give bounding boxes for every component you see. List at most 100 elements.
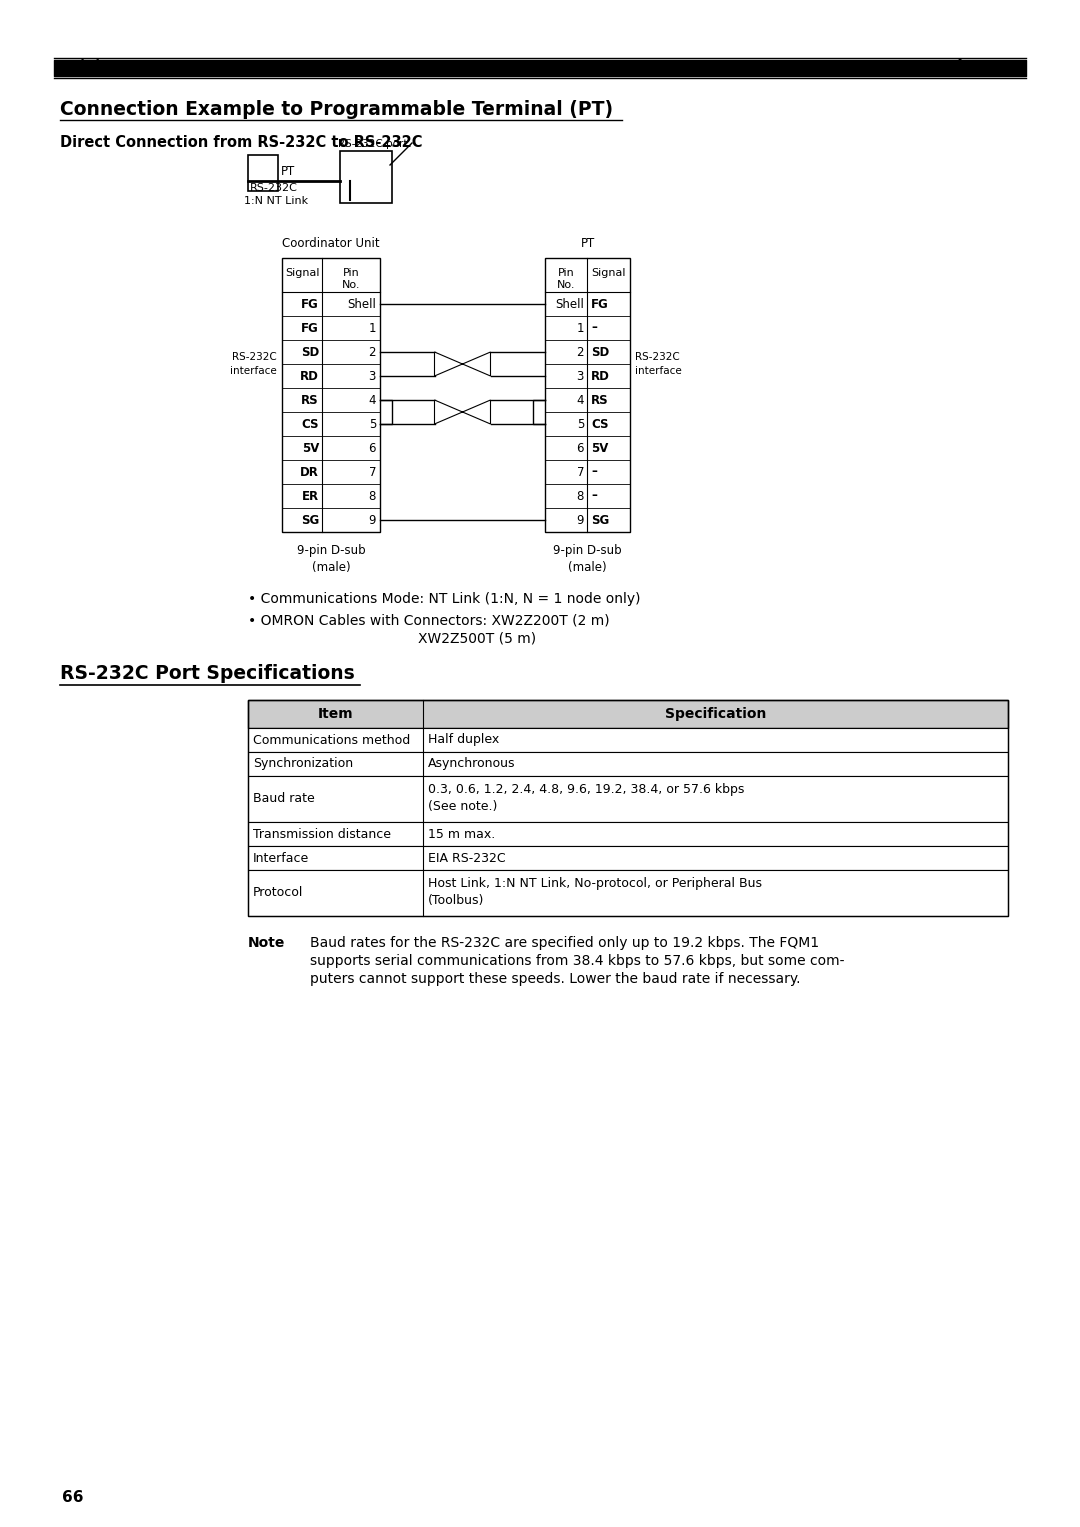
Bar <box>282 258 380 531</box>
Bar <box>248 751 1008 776</box>
Text: EIA RS-232C: EIA RS-232C <box>428 852 505 864</box>
Text: FG: FG <box>591 298 609 310</box>
Text: 9-pin D-sub: 9-pin D-sub <box>553 544 622 557</box>
Text: RD: RD <box>300 370 319 382</box>
Text: Specification: Specification <box>665 707 766 721</box>
Text: Half duplex: Half duplex <box>428 733 499 747</box>
Text: 7: 7 <box>368 466 376 478</box>
Text: Direct Connection from RS-232C to RS-232C: Direct Connection from RS-232C to RS-232… <box>60 134 422 150</box>
Text: 8: 8 <box>368 490 376 502</box>
Text: 5: 5 <box>577 417 584 431</box>
Text: –: – <box>591 466 597 478</box>
Bar <box>248 776 1008 822</box>
Text: 9: 9 <box>368 513 376 527</box>
Text: Shell: Shell <box>555 298 584 310</box>
Text: RS-232C: RS-232C <box>249 183 298 192</box>
Text: (male): (male) <box>312 560 350 574</box>
Text: puters cannot support these speeds. Lower the baud rate if necessary.: puters cannot support these speeds. Lowe… <box>310 973 800 986</box>
Text: supports serial communications from 38.4 kbps to 57.6 kbps, but some com-: supports serial communications from 38.4… <box>310 954 845 968</box>
Text: Coordinator Unit: Coordinator Unit <box>282 237 380 250</box>
Text: –: – <box>591 322 597 334</box>
Text: Connection Example to Programmable Terminal (PT): Connection Example to Programmable Termi… <box>60 99 613 119</box>
Text: FG: FG <box>301 322 319 334</box>
Text: 2: 2 <box>368 345 376 359</box>
Bar <box>340 151 392 203</box>
Text: PT: PT <box>281 165 295 179</box>
Text: interface: interface <box>635 366 681 376</box>
Text: Item: Item <box>318 707 353 721</box>
Text: 3: 3 <box>368 370 376 382</box>
Text: Synchronization: Synchronization <box>253 757 353 771</box>
Bar <box>248 870 1008 916</box>
Text: Pin: Pin <box>557 269 575 278</box>
Text: Transmission distance: Transmission distance <box>253 828 391 840</box>
Text: Pin: Pin <box>342 269 360 278</box>
Text: Baud rates for the RS-232C are specified only up to 19.2 kbps. The FQM1: Baud rates for the RS-232C are specified… <box>310 936 819 950</box>
Text: Baud rate: Baud rate <box>253 793 314 806</box>
Bar <box>248 699 1008 728</box>
Bar <box>248 156 278 191</box>
Bar <box>248 846 1008 870</box>
Text: No.: No. <box>341 279 361 290</box>
Text: SD: SD <box>591 345 609 359</box>
Text: Wiring: Wiring <box>60 60 123 76</box>
Text: Signal: Signal <box>285 269 320 278</box>
Text: Asynchronous: Asynchronous <box>428 757 515 771</box>
Polygon shape <box>434 353 490 376</box>
Text: 5V: 5V <box>591 441 608 455</box>
Text: DR: DR <box>300 466 319 478</box>
Polygon shape <box>434 400 490 425</box>
Text: SG: SG <box>591 513 609 527</box>
Text: 0.3, 0.6, 1.2, 2.4, 4.8, 9.6, 19.2, 38.4, or 57.6 kbps: 0.3, 0.6, 1.2, 2.4, 4.8, 9.6, 19.2, 38.4… <box>428 783 744 796</box>
Text: CS: CS <box>591 417 608 431</box>
Text: (male): (male) <box>568 560 607 574</box>
Text: RS-232C: RS-232C <box>635 353 679 362</box>
Text: –: – <box>591 490 597 502</box>
Text: Note: Note <box>248 936 285 950</box>
Text: 1: 1 <box>368 322 376 334</box>
Text: Signal: Signal <box>591 269 625 278</box>
Text: Interface: Interface <box>253 852 309 864</box>
Text: SD: SD <box>300 345 319 359</box>
Text: 6: 6 <box>577 441 584 455</box>
Text: (See note.): (See note.) <box>428 800 498 812</box>
Text: RS-232C: RS-232C <box>232 353 276 362</box>
Text: 7: 7 <box>577 466 584 478</box>
Text: Protocol: Protocol <box>253 887 303 899</box>
Text: ER: ER <box>302 490 319 502</box>
Text: 66: 66 <box>62 1490 83 1506</box>
Text: • OMRON Cables with Connectors: XW2Z200T (2 m): • OMRON Cables with Connectors: XW2Z200T… <box>248 614 609 628</box>
Text: Shell: Shell <box>347 298 376 310</box>
Text: SG: SG <box>300 513 319 527</box>
Bar <box>248 822 1008 846</box>
Text: RS-232C port: RS-232C port <box>338 139 407 150</box>
Text: interface: interface <box>230 366 276 376</box>
Text: FG: FG <box>301 298 319 310</box>
Text: PT: PT <box>580 237 595 250</box>
Text: 1:N NT Link: 1:N NT Link <box>244 195 308 206</box>
Bar <box>545 258 630 531</box>
Text: 3: 3 <box>577 370 584 382</box>
Text: • Communications Mode: NT Link (1:N, N = 1 node only): • Communications Mode: NT Link (1:N, N =… <box>248 592 640 606</box>
Text: Communications method: Communications method <box>253 733 410 747</box>
Text: 15 m max.: 15 m max. <box>428 828 496 840</box>
Text: 5V: 5V <box>301 441 319 455</box>
Text: Host Link, 1:N NT Link, No-protocol, or Peripheral Bus: Host Link, 1:N NT Link, No-protocol, or … <box>428 876 762 890</box>
Text: 6: 6 <box>368 441 376 455</box>
Text: RS: RS <box>591 394 609 406</box>
Text: 4: 4 <box>577 394 584 406</box>
Text: XW2Z500T (5 m): XW2Z500T (5 m) <box>418 632 536 646</box>
Text: CS: CS <box>301 417 319 431</box>
Text: 4: 4 <box>368 394 376 406</box>
Text: 8: 8 <box>577 490 584 502</box>
Bar <box>248 699 1008 916</box>
Text: 1: 1 <box>577 322 584 334</box>
Text: RD: RD <box>591 370 610 382</box>
Text: No.: No. <box>557 279 576 290</box>
Text: RS: RS <box>301 394 319 406</box>
Text: 2: 2 <box>577 345 584 359</box>
Text: 9-pin D-sub: 9-pin D-sub <box>297 544 365 557</box>
Text: Section 3-2: Section 3-2 <box>916 60 1022 76</box>
Text: 9: 9 <box>577 513 584 527</box>
Text: RS-232C Port Specifications: RS-232C Port Specifications <box>60 664 354 683</box>
